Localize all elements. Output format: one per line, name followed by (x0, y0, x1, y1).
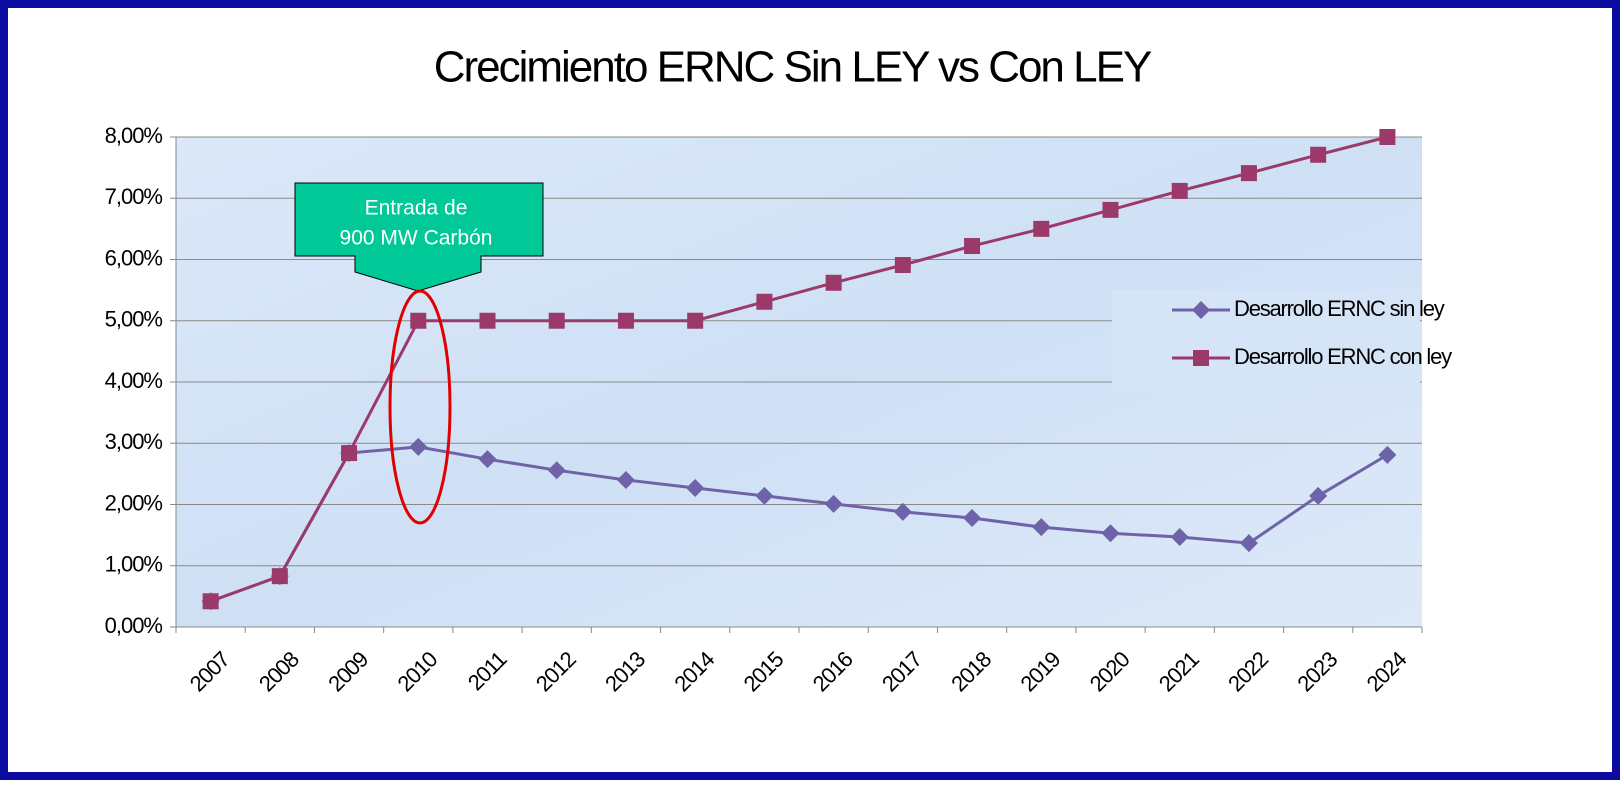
y-tick-label: 6,00% (105, 245, 163, 270)
marker (547, 461, 566, 480)
marker (341, 445, 358, 462)
y-tick-label: 4,00% (105, 368, 163, 393)
marker (617, 312, 634, 329)
marker (1101, 524, 1120, 543)
marker (1171, 182, 1188, 199)
series-line (210, 445, 1389, 603)
y-tick-label: 8,00% (105, 123, 163, 148)
marker (1309, 486, 1328, 505)
callout-arrow (294, 182, 544, 292)
marker (893, 502, 912, 521)
marker (894, 257, 911, 274)
marker (616, 471, 635, 489)
y-tick-label: 7,00% (105, 184, 163, 209)
series-line (210, 135, 1388, 603)
marker (1378, 445, 1397, 464)
marker (1102, 201, 1119, 218)
y-tick-label: 5,00% (105, 307, 163, 332)
y-tick-label: 1,00% (105, 552, 163, 577)
callout-text: Entrada de (365, 197, 468, 220)
legend-label: Desarrollo ERNC con ley (1234, 344, 1452, 369)
marker (756, 293, 773, 310)
marker (1032, 518, 1051, 537)
marker (825, 274, 842, 291)
marker (1193, 350, 1209, 366)
marker (479, 312, 496, 329)
highlight-ellipse (388, 289, 452, 525)
y-tick-label: 3,00% (105, 429, 163, 454)
marker (964, 238, 981, 255)
marker (687, 312, 704, 329)
marker (824, 494, 843, 513)
marker (410, 312, 427, 329)
marker (202, 593, 219, 610)
marker (1310, 146, 1327, 163)
marker (548, 312, 565, 329)
legend-box (1112, 290, 1420, 390)
marker (1033, 220, 1050, 237)
marker (271, 568, 288, 585)
callout-text: 900 MW Carbón (340, 227, 493, 250)
marker (1192, 301, 1210, 319)
marker (1239, 534, 1258, 553)
y-tick-label: 0,00% (105, 613, 163, 638)
marker (1240, 165, 1257, 182)
chart-title: Crecimiento ERNC Sin LEY vs Con LEY (434, 43, 1152, 92)
marker (963, 508, 982, 527)
marker (409, 437, 428, 456)
y-tick-label: 2,00% (105, 490, 163, 515)
marker (1379, 129, 1396, 145)
marker (686, 478, 705, 497)
marker (755, 486, 774, 505)
legend-label: Desarrollo ERNC sin ley (1234, 296, 1445, 321)
marker (1170, 527, 1189, 546)
marker (478, 450, 497, 469)
